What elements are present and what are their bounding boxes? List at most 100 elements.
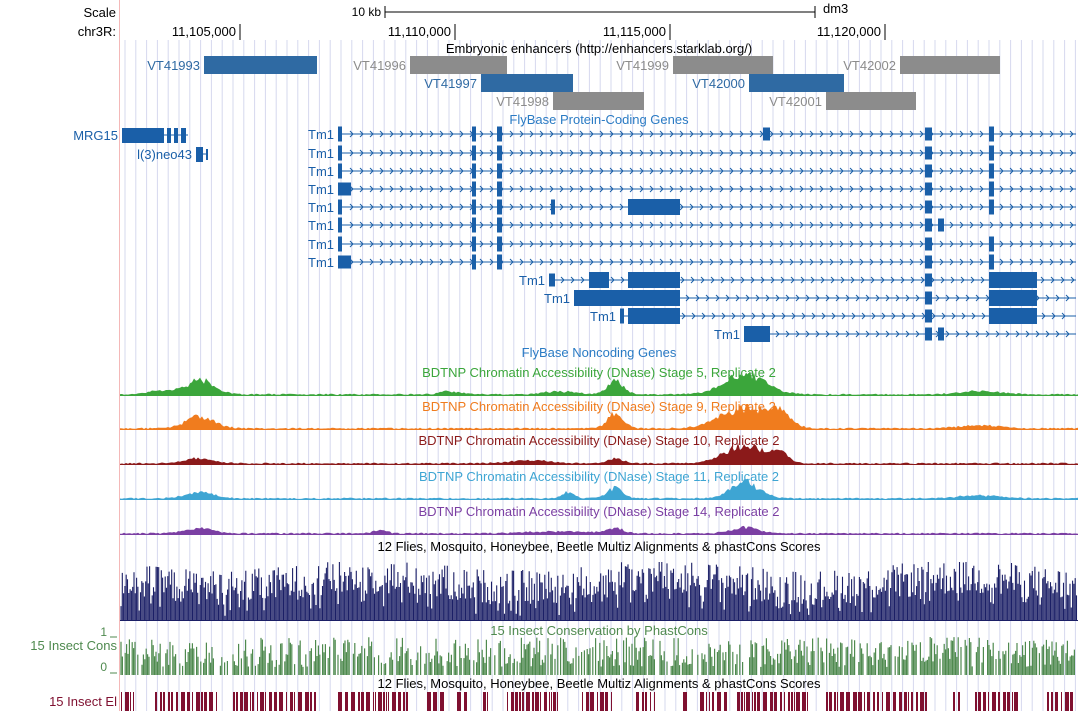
multiz-track-title[interactable]: 12 Flies, Mosquito, Honeybee, Beetle Mul… [378, 539, 821, 554]
transcript-exon[interactable] [497, 217, 502, 233]
elements-side-label[interactable]: 15 Insect El [49, 694, 117, 709]
transcript-exon[interactable] [574, 290, 644, 306]
enhancer-label[interactable]: VT41996 [353, 58, 406, 73]
transcript-exon[interactable] [925, 237, 932, 251]
transcript-exon[interactable] [472, 163, 476, 179]
enhancer-element[interactable] [826, 92, 916, 110]
transcript-exon[interactable] [338, 182, 351, 196]
transcript-exon[interactable] [989, 199, 994, 215]
transcript-exon[interactable] [925, 200, 932, 214]
transcript-exon[interactable] [338, 199, 342, 215]
noncoding-genes-track-title[interactable]: FlyBase Noncoding Genes [522, 345, 677, 360]
transcript-exon[interactable] [989, 272, 1037, 288]
enhancer-label[interactable]: VT41999 [616, 58, 669, 73]
enhancer-label[interactable]: VT41997 [424, 76, 477, 91]
transcript-label-tm1[interactable]: Tm1 [308, 146, 334, 161]
transcript-exon[interactable] [338, 236, 342, 252]
transcript-exon[interactable] [338, 255, 351, 269]
transcript-exon[interactable] [925, 309, 932, 323]
transcript-exon[interactable] [338, 126, 342, 142]
gene-label-l3neo43[interactable]: l(3)neo43 [137, 147, 192, 162]
transcript-exon[interactable] [497, 126, 502, 142]
transcript-exon[interactable] [925, 327, 932, 341]
transcript-label-tm1[interactable]: Tm1 [714, 327, 740, 342]
transcript-exon[interactable] [925, 255, 932, 269]
enhancer-element[interactable] [410, 56, 507, 74]
gene-exon[interactable] [167, 128, 171, 143]
transcript-exon[interactable] [989, 181, 994, 197]
gene-exon[interactable] [181, 128, 186, 143]
dnase-track-title[interactable]: BDTNP Chromatin Accessibility (DNase) St… [418, 504, 779, 519]
transcript-exon[interactable] [989, 163, 994, 179]
transcript-exon[interactable] [925, 164, 932, 178]
dnase-track-title[interactable]: BDTNP Chromatin Accessibility (DNase) St… [422, 399, 776, 414]
transcript-exon[interactable] [472, 181, 476, 197]
transcript-exon[interactable] [989, 290, 1037, 306]
dnase-track-title[interactable]: BDTNP Chromatin Accessibility (DNase) St… [418, 433, 779, 448]
transcript-exon[interactable] [925, 146, 932, 160]
gene-label-mrg15[interactable]: MRG15 [73, 128, 118, 143]
dnase-signal[interactable] [120, 371, 1078, 395]
transcript-exon[interactable] [338, 163, 342, 179]
transcript-exon[interactable] [989, 254, 994, 270]
transcript-exon[interactable] [989, 236, 994, 252]
transcript-exon[interactable] [925, 273, 932, 287]
enhancer-element[interactable] [204, 56, 317, 74]
transcript-exon[interactable] [551, 199, 555, 215]
transcript-exon[interactable] [628, 199, 680, 215]
transcript-label-tm1[interactable]: Tm1 [308, 237, 334, 252]
gene-exon[interactable] [174, 128, 178, 143]
transcript-exon[interactable] [938, 218, 944, 232]
transcript-label-tm1[interactable]: Tm1 [308, 127, 334, 142]
conserved-element-blocks[interactable] [121, 692, 1073, 711]
enhancer-label[interactable]: VT41998 [496, 94, 549, 109]
transcript-exon[interactable] [620, 308, 624, 324]
transcript-exon[interactable] [989, 308, 1037, 324]
transcript-label-tm1[interactable]: Tm1 [308, 200, 334, 215]
cons15-bars[interactable] [120, 637, 1075, 675]
dnase-signal[interactable] [120, 525, 1078, 534]
multiz-bars[interactable] [120, 562, 1078, 620]
dnase-signal[interactable] [120, 442, 1078, 464]
dnase-signal[interactable] [120, 478, 1078, 499]
dnase-track-title[interactable]: BDTNP Chromatin Accessibility (DNase) St… [422, 365, 776, 380]
transcript-label-tm1[interactable]: Tm1 [308, 218, 334, 233]
enhancer-element[interactable] [900, 56, 1000, 74]
multiz-phastcons-wiggle[interactable] [120, 562, 1078, 621]
conserved-elements-track[interactable] [121, 692, 1073, 711]
transcript-exon[interactable] [589, 272, 609, 288]
transcript-label-tm1[interactable]: Tm1 [590, 309, 616, 324]
transcript-exon[interactable] [472, 126, 476, 142]
enhancer-label[interactable]: VT41993 [147, 58, 200, 73]
transcript-exon[interactable] [549, 273, 555, 287]
transcript-exon[interactable] [472, 199, 476, 215]
gene-exon[interactable] [196, 147, 203, 162]
dnase-signal[interactable] [120, 404, 1078, 429]
enhancer-element[interactable] [673, 56, 773, 74]
enhancer-element[interactable] [553, 92, 644, 110]
enhancers-track[interactable]: VT41993 VT41996 VT41997 VT41998 VT41999 VT420… [147, 56, 1000, 110]
cons15-track-title[interactable]: 15 Insect Conservation by PhastCons [490, 623, 708, 638]
transcript-exon[interactable] [472, 236, 476, 252]
transcript-label-tm1[interactable]: Tm1 [308, 164, 334, 179]
transcript-exon[interactable] [497, 145, 502, 161]
transcript-exon[interactable] [643, 308, 680, 324]
transcript-exon[interactable] [628, 272, 680, 288]
transcript-label-tm1[interactable]: Tm1 [544, 291, 570, 306]
transcript-exon[interactable] [925, 127, 932, 141]
transcript-exon[interactable] [925, 182, 932, 196]
transcript-label-tm1[interactable]: Tm1 [308, 255, 334, 270]
elements-track-title[interactable]: 12 Flies, Mosquito, Honeybee, Beetle Mul… [378, 676, 821, 691]
transcript-exon[interactable] [744, 326, 770, 342]
transcript-exon[interactable] [338, 145, 342, 161]
dnase-track-title[interactable]: BDTNP Chromatin Accessibility (DNase) St… [419, 469, 779, 484]
enhancer-element[interactable] [749, 74, 844, 92]
cons15-side-label[interactable]: 15 Insect Cons [30, 638, 117, 653]
transcript-label-tm1[interactable]: Tm1 [519, 273, 545, 288]
transcript-exon[interactable] [763, 127, 770, 141]
cons15-wiggle[interactable] [120, 637, 1075, 675]
gene-exon[interactable] [122, 128, 164, 143]
transcript-exon[interactable] [497, 199, 502, 215]
transcript-exon[interactable] [925, 291, 932, 305]
